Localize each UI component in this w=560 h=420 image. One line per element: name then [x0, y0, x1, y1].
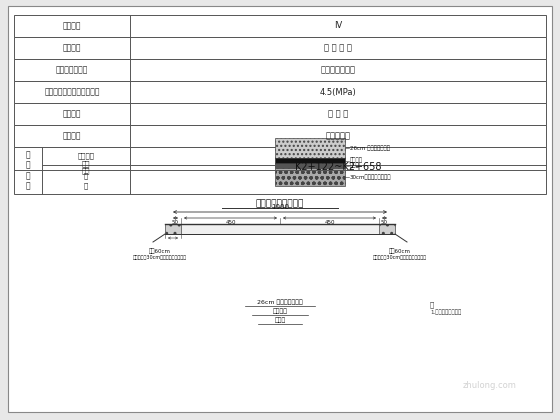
Bar	[275, 138, 345, 158]
Text: 注: 注	[430, 302, 434, 308]
Text: 老路局部典型横断面: 老路局部典型横断面	[256, 200, 304, 208]
Text: 设计方案: 设计方案	[63, 110, 81, 118]
Text: 水泥稳定碎30cm厚水泥稳定碎石基层: 水泥稳定碎30cm厚水泥稳定碎石基层	[373, 255, 427, 260]
Text: IV: IV	[334, 21, 342, 31]
Text: K2+122~K2+658: K2+122~K2+658	[295, 162, 381, 172]
Text: 1.路面结构设计说明: 1.路面结构设计说明	[430, 309, 461, 315]
Text: 450: 450	[225, 220, 236, 225]
Bar	[14, 125, 546, 147]
Bar	[14, 147, 546, 194]
Text: 路面类型: 路面类型	[63, 131, 81, 141]
Bar	[379, 224, 395, 234]
Text: 水泥混凝土弯拉强度标准值: 水泥混凝土弯拉强度标准值	[44, 87, 100, 97]
Text: 面层类型及材料: 面层类型及材料	[56, 66, 88, 74]
Bar	[14, 37, 546, 59]
Text: 适用
里程: 适用 里程	[82, 160, 90, 174]
Text: 50: 50	[172, 220, 179, 225]
Text: 水泥稳定碎30cm厚水泥稳定碎石基层: 水泥稳定碎30cm厚水泥稳定碎石基层	[133, 255, 187, 260]
Text: 路
面
结
构: 路 面 结 构	[26, 150, 30, 191]
Bar	[275, 168, 345, 186]
Text: 26cm 水泥混凝土面层: 26cm 水泥混凝土面层	[257, 299, 303, 305]
Text: 公路级别: 公路级别	[63, 21, 81, 31]
Text: 路宽60cm: 路宽60cm	[149, 248, 171, 254]
Bar	[165, 224, 181, 234]
Text: 50: 50	[381, 220, 388, 225]
Text: 面: 面	[84, 182, 88, 189]
Bar	[275, 163, 345, 168]
Text: 自 车 道: 自 车 道	[328, 110, 348, 118]
Text: 1000: 1000	[271, 204, 289, 210]
Text: 改性沥青: 改性沥青	[273, 308, 287, 314]
Text: 建设性质: 建设性质	[63, 44, 81, 52]
Text: 改性沥青: 改性沥青	[350, 158, 363, 163]
Text: 新 建 公 路: 新 建 公 路	[324, 44, 352, 52]
Text: 防水层: 防水层	[274, 317, 286, 323]
Text: 26cm 水泥混凝土面层: 26cm 水泥混凝土面层	[350, 145, 390, 151]
Bar	[181, 224, 379, 234]
Bar	[14, 15, 546, 37]
Bar	[275, 158, 345, 163]
Text: 450: 450	[324, 220, 335, 225]
Bar	[14, 59, 546, 81]
Text: 30cm水泥稳定碎石基层: 30cm水泥稳定碎石基层	[350, 174, 391, 180]
Text: 路宽60cm: 路宽60cm	[389, 248, 411, 254]
Text: 路: 路	[84, 173, 88, 179]
Text: 自基准路面: 自基准路面	[325, 131, 351, 141]
Text: 水泥混凝土路面: 水泥混凝土路面	[320, 66, 356, 74]
Bar	[14, 103, 546, 125]
Text: 防水层: 防水层	[350, 163, 360, 168]
Text: zhulong.com: zhulong.com	[463, 381, 517, 389]
Bar	[14, 81, 546, 103]
Text: 说明范围: 说明范围	[77, 153, 95, 159]
Text: 4.5(MPa): 4.5(MPa)	[320, 87, 356, 97]
